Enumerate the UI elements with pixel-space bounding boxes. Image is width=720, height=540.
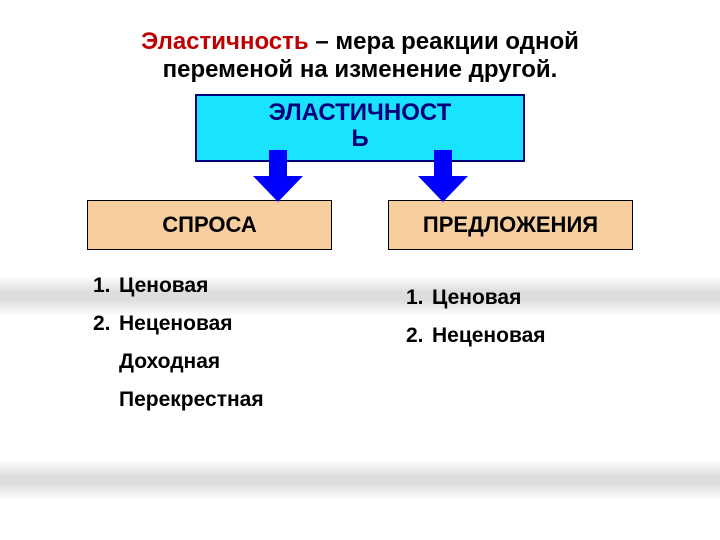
list-subitem: Доходная	[93, 350, 332, 374]
shadow-band-lower	[0, 460, 720, 500]
list-subitem: Перекрестная	[93, 388, 332, 412]
branch-label-supply: ПРЕДЛОЖЕНИЯ	[423, 212, 598, 238]
list-text: Ценовая	[119, 274, 208, 298]
branch-label-demand: СПРОСА	[162, 212, 256, 238]
list-text: Неценовая	[432, 324, 546, 348]
arrow-down-icon	[253, 150, 303, 202]
list-demand: 1. Ценовая 2. Неценовая Доходная Перекре…	[87, 274, 332, 412]
title-rest-1: – мера реакции одной	[309, 28, 579, 55]
list-supply: 1. Ценовая 2. Неценовая	[388, 286, 633, 348]
list-item: 2. Неценовая	[406, 324, 633, 348]
list-item: 1. Ценовая	[406, 286, 633, 310]
branch-supply: ПРЕДЛОЖЕНИЯ 1. Ценовая 2. Неценовая	[388, 200, 633, 426]
list-item: 1. Ценовая	[93, 274, 332, 298]
arrow-down-icon	[418, 150, 468, 202]
list-text: Ценовая	[432, 286, 521, 310]
list-number: 1.	[406, 286, 432, 310]
list-number: 2.	[93, 312, 119, 336]
list-number: 2.	[406, 324, 432, 348]
root-text-line1: ЭЛАСТИЧНОСТ	[197, 100, 523, 126]
list-number: 1.	[93, 274, 119, 298]
list-item: 2. Неценовая	[93, 312, 332, 336]
branches-row: СПРОСА 1. Ценовая 2. Неценовая Доходная …	[0, 200, 720, 426]
branch-box-supply: ПРЕДЛОЖЕНИЯ	[388, 200, 633, 250]
root-text-line2: Ь	[197, 126, 523, 152]
title-line-1: Эластичность – мера реакции одной	[60, 28, 660, 56]
title-highlight-word: Эластичность	[141, 28, 309, 55]
branch-demand: СПРОСА 1. Ценовая 2. Неценовая Доходная …	[87, 200, 332, 426]
title-line-2: переменой на изменение другой.	[60, 56, 660, 84]
branch-box-demand: СПРОСА	[87, 200, 332, 250]
list-text: Неценовая	[119, 312, 233, 336]
definition-title: Эластичность – мера реакции одной переме…	[0, 0, 720, 90]
arrows-row	[195, 150, 525, 202]
